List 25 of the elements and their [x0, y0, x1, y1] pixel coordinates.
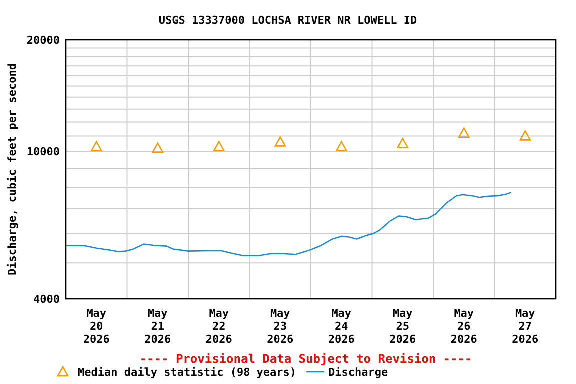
y-axis-title: Discharge, cubic feet per second [6, 64, 19, 276]
point [336, 141, 348, 152]
y-tick-label: 10000 [26, 146, 60, 159]
x-tick-label: May 27 2026 [512, 307, 539, 346]
x-tick-label: May 26 2026 [450, 307, 478, 346]
line-series [65, 192, 512, 257]
point [213, 141, 225, 152]
y-tick-label: 4000 [34, 293, 60, 306]
x-tick-label: May 21 2026 [144, 307, 172, 346]
chart-title: USGS 13337000 LOCHSA RIVER NR LOWELL ID [158, 14, 418, 27]
x-tick-label: May 20 2026 [83, 307, 110, 346]
x-tick-label: May 22 2026 [206, 307, 233, 346]
point [152, 142, 164, 154]
legend-label: Discharge [328, 366, 389, 379]
text: ---- Provisional Data Subject to Revision ---- [140, 352, 472, 366]
point [458, 128, 470, 138]
point [520, 130, 532, 141]
y-tick-label: 20000 [26, 34, 60, 47]
x-tick-label: May 24 2026 [328, 307, 356, 346]
point [397, 138, 409, 148]
point [90, 141, 102, 152]
x-tick-label: May 25 2026 [390, 307, 416, 346]
x-tick-label: May 23 2026 [267, 307, 294, 346]
legend-label: Median daily statistic (98 years) [78, 366, 297, 379]
point [274, 136, 286, 147]
